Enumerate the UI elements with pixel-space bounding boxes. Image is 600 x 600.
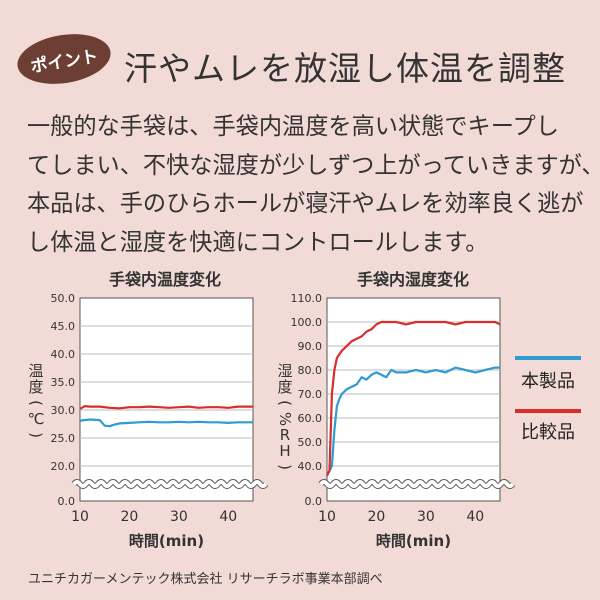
y-tick-label: 40.0 xyxy=(51,348,76,361)
y-tick-label: 50.0 xyxy=(298,436,323,449)
legend-product-label: 本製品 xyxy=(521,371,575,392)
y-axis-label-char: ) xyxy=(276,464,294,470)
series-line-product xyxy=(79,418,253,428)
y-axis-label-char: 度 xyxy=(28,378,43,396)
y-tick-label: 100.0 xyxy=(291,316,323,329)
y-tick-label: 20.0 xyxy=(51,460,76,473)
y-tick-label: 40.0 xyxy=(298,460,323,473)
y-axis-label-char: 度 xyxy=(277,378,292,396)
body-line: 一般的な手袋は、手袋内温度を高い状態でキープし xyxy=(27,113,559,140)
headline: 汗やムレを放湿し体温を調整 xyxy=(124,49,566,88)
y-tick-label: 60.0 xyxy=(298,412,323,425)
y-tick-label: 25.0 xyxy=(51,432,76,445)
body-line: 本品は、手のひらホールが寝汗やムレを効率良く逃が xyxy=(27,190,584,217)
y-tick-label: 0.0 xyxy=(58,495,76,508)
x-axis-label: 時間(min) xyxy=(129,532,204,550)
body-line: てしまい、不快な湿度が少しずつ上がっていきますが、 xyxy=(27,151,600,179)
y-tick-label: 110.0 xyxy=(291,292,323,305)
y-tick-label: 30.0 xyxy=(51,404,76,417)
legend-product-swatch xyxy=(515,356,581,360)
y-axis-label-char: 湿 xyxy=(277,362,292,380)
y-tick-label: 50.0 xyxy=(51,292,76,305)
y-tick-label: 80.0 xyxy=(298,364,323,377)
x-tick-label: 10 xyxy=(318,509,336,525)
body-text: 一般的な手袋は、手袋内温度を高い状態でキープし てしまい、不快な湿度が少しずつ上… xyxy=(27,108,600,262)
plot-area xyxy=(326,297,501,502)
y-tick-label: 35.0 xyxy=(51,376,76,389)
y-axis-label-char: ℃ xyxy=(28,410,45,428)
x-tick-label: 10 xyxy=(71,509,89,525)
y-tick-label: 0.0 xyxy=(305,495,323,508)
y-axis-label-char: ( xyxy=(27,400,45,406)
legend-compare-label: 比較品 xyxy=(521,422,575,443)
y-axis-label-char: H xyxy=(279,442,290,460)
x-tick-label: 20 xyxy=(121,509,139,525)
x-axis-label: 時間(min) xyxy=(376,532,451,550)
y-axis-label-char: ( xyxy=(276,400,294,406)
y-tick-label: 45.0 xyxy=(51,320,76,333)
series-line-compare xyxy=(79,405,253,410)
chart-title: 手袋内湿度変化 xyxy=(357,270,469,289)
x-tick-label: 20 xyxy=(368,509,386,525)
series-line-compare xyxy=(326,320,501,477)
x-tick-label: 30 xyxy=(170,509,188,525)
plot-area xyxy=(79,297,254,502)
y-tick-label: 70.0 xyxy=(298,388,323,401)
source-footnote: ユニチカガーメンテック株式会社 リサーチラボ事業本部調べ xyxy=(28,572,383,587)
x-tick-label: 40 xyxy=(219,509,237,525)
x-tick-label: 40 xyxy=(466,509,484,525)
body-line: し体温と湿度を快適にコントロールします。 xyxy=(27,228,489,256)
y-axis-label-char: ) xyxy=(27,432,45,438)
axis-break-wave xyxy=(72,480,268,488)
series-line-product xyxy=(326,366,500,477)
y-tick-label: 90.0 xyxy=(298,340,323,353)
legend-compare-swatch xyxy=(515,409,581,413)
x-tick-label: 30 xyxy=(417,509,435,525)
y-axis-label-char: R xyxy=(280,426,290,444)
chart-title: 手袋内温度変化 xyxy=(109,270,221,289)
axis-break-wave xyxy=(319,480,515,488)
y-axis-label-char: % xyxy=(276,412,294,426)
y-axis-label-char: 温 xyxy=(28,362,43,380)
